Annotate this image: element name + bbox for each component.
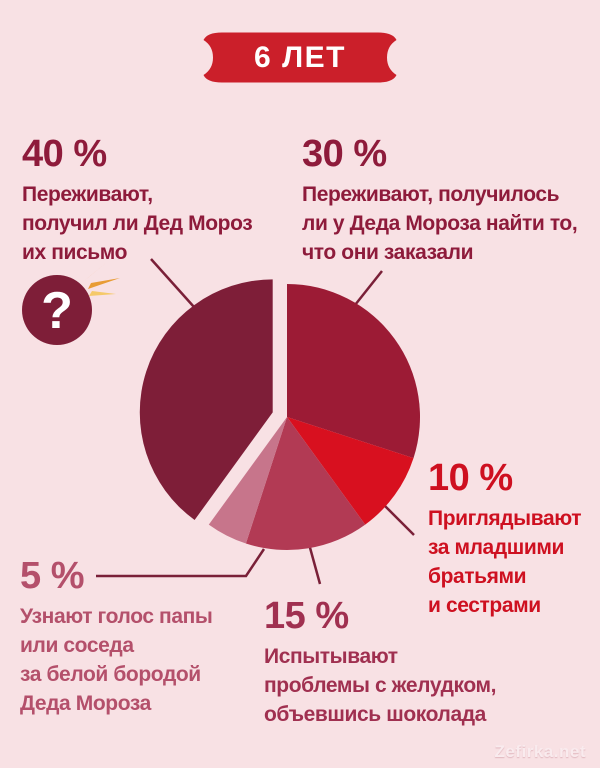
annotation-5: 5 % Узнают голос папы или соседа за бело… bbox=[20, 556, 260, 718]
callout-line-15 bbox=[307, 543, 322, 585]
banner-title: 6 ЛЕТ bbox=[254, 41, 346, 74]
annotation-text: Приглядывают за младшими братьями и сест… bbox=[428, 507, 582, 617]
annotation-10: 10 % Приглядывают за младшими братьями и… bbox=[428, 458, 598, 620]
callout-line-5 bbox=[96, 548, 266, 578]
annotation-text: Переживают, получилось ли у Деда Мороза … bbox=[302, 183, 578, 264]
annotation-text: Переживают, получил ли Дед Мороз их пись… bbox=[22, 183, 253, 264]
ray-middle bbox=[88, 278, 120, 289]
banner-ribbon bbox=[203, 32, 397, 83]
annotation-30: 30 % Переживают, получилось ли у Деда Мо… bbox=[302, 134, 594, 267]
pie-slice-5 bbox=[208, 417, 287, 544]
annotation-15: 15 % Испытывают проблемы с желудком, объ… bbox=[264, 596, 574, 729]
pie-slice-15 bbox=[245, 417, 366, 551]
callout-line-10 bbox=[382, 503, 415, 536]
question-mark-icon: ? bbox=[22, 275, 92, 345]
annotation-40: 40 % Переживают, получил ли Дед Мороз их… bbox=[22, 134, 292, 267]
pie-slice-10 bbox=[287, 417, 414, 525]
annotation-text: Узнают голос папы или соседа за белой бо… bbox=[20, 605, 213, 715]
question-circle bbox=[22, 275, 92, 345]
pie-slice-40 bbox=[139, 279, 273, 520]
percent-value: 30 % bbox=[302, 133, 387, 175]
question-glyph: ? bbox=[41, 282, 73, 340]
watermark: Zefirka.net bbox=[494, 742, 586, 761]
percent-value: 10 % bbox=[428, 457, 513, 499]
percent-value: 15 % bbox=[264, 595, 349, 637]
percent-value: 40 % bbox=[22, 133, 107, 175]
ray-top bbox=[84, 262, 107, 281]
callout-line-40 bbox=[150, 258, 195, 308]
pie-chart bbox=[139, 279, 421, 551]
callout-lines bbox=[96, 258, 415, 585]
ray-bottom bbox=[89, 291, 116, 296]
emphasis-rays-icon bbox=[84, 262, 120, 296]
callout-line-30 bbox=[354, 270, 383, 306]
annotation-text: Испытывают проблемы с желудком, объевшис… bbox=[264, 645, 497, 726]
percent-value: 5 % bbox=[20, 555, 84, 597]
pie-slice-30 bbox=[287, 284, 421, 459]
